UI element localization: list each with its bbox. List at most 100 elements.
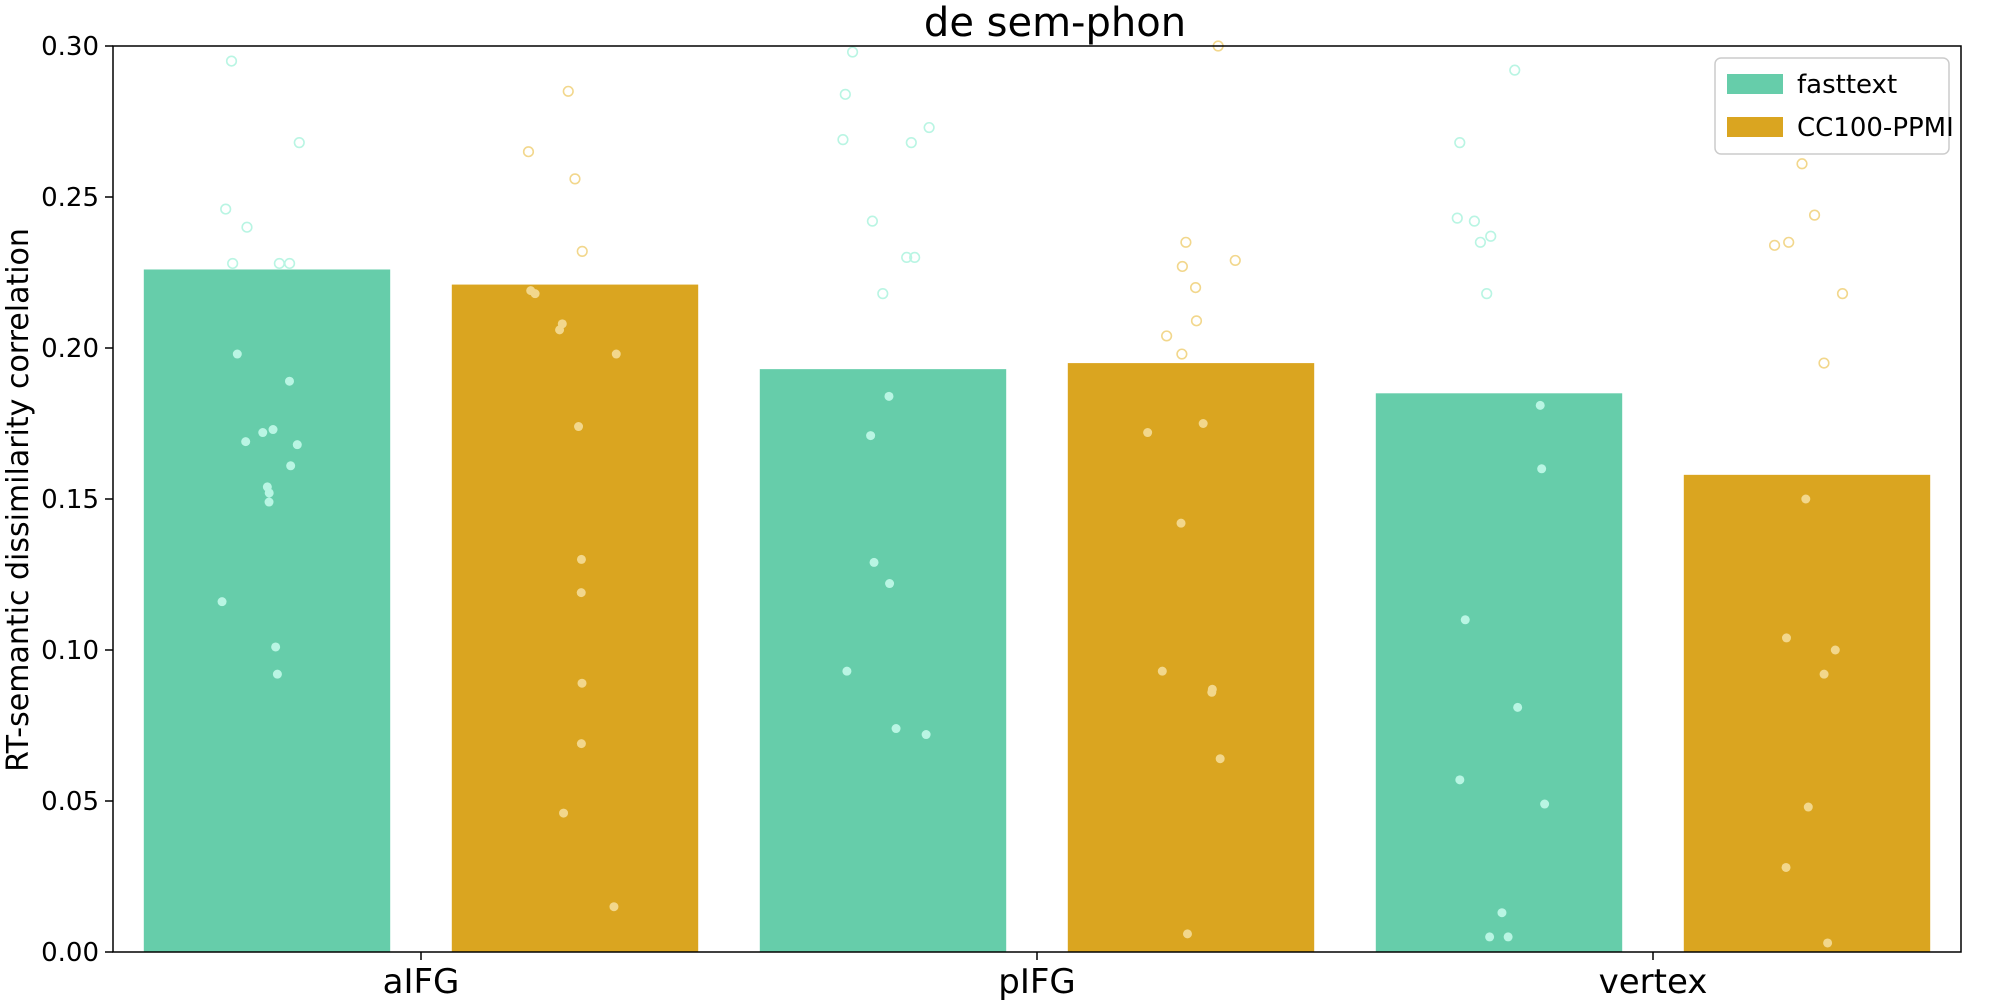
point-hollow-CC100-PPMI-pIFG: [1161, 330, 1173, 342]
point-hollow-fasttext-vertex: [1468, 215, 1480, 227]
point-hollow-fasttext-aIFG: [225, 55, 238, 67]
point-hollow-fasttext-vertex: [1454, 137, 1466, 149]
point-filled-CC100-PPMI-pIFG: [1198, 419, 1208, 428]
point-filled-fasttext-aIFG: [272, 669, 282, 679]
point-filled-CC100-PPMI-vertex: [1823, 938, 1833, 948]
point-filled-CC100-PPMI-aIFG: [611, 349, 621, 359]
x-tick-label: pIFG: [998, 962, 1076, 1000]
point-hollow-CC100-PPMI-pIFG: [1229, 254, 1241, 267]
y-tick-label: 0.10: [41, 636, 99, 666]
point-hollow-fasttext-vertex: [1451, 212, 1463, 224]
point-hollow-CC100-PPMI-vertex: [1796, 158, 1808, 170]
point-filled-CC100-PPMI-aIFG: [555, 325, 565, 335]
point-filled-CC100-PPMI-pIFG: [1157, 666, 1167, 676]
point-hollow-fasttext-aIFG: [293, 137, 305, 149]
bar-fasttext-pIFG: [759, 369, 1007, 952]
point-hollow-fasttext-aIFG: [273, 257, 285, 270]
y-tick-label: 0.25: [41, 183, 99, 213]
bar-CC100-PPMI-aIFG: [451, 284, 699, 953]
point-hollow-fasttext-pIFG: [846, 46, 859, 58]
point-filled-fasttext-vertex: [1497, 908, 1507, 918]
point-filled-CC100-PPMI-aIFG: [574, 422, 584, 432]
point-hollow-fasttext-aIFG: [220, 203, 232, 215]
chart-title: de sem-phon: [924, 0, 1186, 46]
point-filled-CC100-PPMI-aIFG: [530, 289, 540, 299]
legend-swatch-CC100-PPMI: [1727, 117, 1783, 137]
point-filled-fasttext-vertex: [1460, 615, 1470, 625]
point-hollow-fasttext-aIFG: [283, 257, 296, 270]
point-hollow-fasttext-vertex: [1485, 230, 1497, 242]
legend-swatch-fasttext: [1727, 74, 1783, 94]
point-hollow-fasttext-vertex: [1474, 236, 1486, 248]
point-filled-CC100-PPMI-vertex: [1819, 669, 1829, 679]
point-hollow-CC100-PPMI-vertex: [1808, 209, 1821, 221]
point-filled-fasttext-vertex: [1455, 775, 1465, 785]
point-filled-fasttext-vertex: [1537, 464, 1547, 474]
point-hollow-fasttext-vertex: [1509, 64, 1521, 76]
legend-label: fasttext: [1797, 70, 1897, 100]
point-filled-fasttext-vertex: [1535, 400, 1545, 410]
y-tick-label: 0.05: [41, 787, 99, 817]
bar-CC100-PPMI-pIFG: [1067, 363, 1315, 953]
point-filled-CC100-PPMI-pIFG: [1182, 929, 1192, 939]
point-filled-CC100-PPMI-pIFG: [1143, 428, 1153, 438]
bar-fasttext-vertex: [1375, 393, 1623, 952]
point-filled-fasttext-pIFG: [884, 391, 894, 401]
point-filled-CC100-PPMI-pIFG: [1176, 518, 1186, 528]
point-filled-CC100-PPMI-aIFG: [559, 808, 569, 818]
point-filled-fasttext-aIFG: [292, 440, 302, 450]
point-filled-CC100-PPMI-vertex: [1781, 862, 1791, 872]
point-filled-CC100-PPMI-vertex: [1803, 802, 1813, 812]
point-filled-CC100-PPMI-aIFG: [576, 554, 586, 564]
point-filled-fasttext-vertex: [1540, 799, 1550, 809]
plot-area: 0.00 0.05 0.10 0.15 0.20 0.25 0.30 aIFG pIFG vert…: [41, 32, 1962, 1002]
point-hollow-CC100-PPMI-vertex: [1836, 288, 1849, 300]
point-filled-CC100-PPMI-aIFG: [609, 902, 619, 912]
point-filled-CC100-PPMI-vertex: [1801, 494, 1811, 504]
point-filled-fasttext-aIFG: [268, 425, 278, 435]
point-hollow-CC100-PPMI-vertex: [1768, 239, 1781, 251]
point-filled-fasttext-pIFG: [891, 724, 901, 734]
legend: fasttext CC100-PPMI: [1714, 57, 1954, 155]
point-hollow-CC100-PPMI-aIFG: [576, 245, 588, 257]
point-hollow-CC100-PPMI-aIFG: [522, 146, 535, 158]
point-filled-fasttext-aIFG: [264, 488, 274, 498]
point-filled-CC100-PPMI-vertex: [1830, 645, 1840, 655]
point-filled-fasttext-aIFG: [284, 376, 294, 386]
point-filled-fasttext-pIFG: [842, 666, 852, 676]
x-tick-label: vertex: [1599, 962, 1708, 1000]
point-filled-CC100-PPMI-aIFG: [576, 739, 586, 749]
point-filled-fasttext-pIFG: [921, 730, 931, 740]
point-filled-fasttext-vertex: [1485, 932, 1495, 942]
y-tick-label: 0.20: [41, 334, 99, 364]
point-filled-fasttext-pIFG: [866, 431, 876, 441]
point-hollow-CC100-PPMI-pIFG: [1176, 260, 1188, 273]
point-hollow-fasttext-pIFG: [901, 251, 913, 263]
point-hollow-CC100-PPMI-aIFG: [569, 173, 581, 185]
point-filled-fasttext-aIFG: [241, 437, 251, 447]
point-hollow-CC100-PPMI-pIFG: [1189, 282, 1202, 294]
y-tick-label: 0.00: [41, 938, 99, 968]
point-filled-fasttext-aIFG: [217, 597, 227, 607]
point-filled-fasttext-aIFG: [232, 349, 242, 359]
point-hollow-CC100-PPMI-pIFG: [1190, 315, 1203, 327]
point-hollow-CC100-PPMI-pIFG: [1176, 348, 1188, 360]
point-hollow-fasttext-pIFG: [923, 121, 935, 134]
point-hollow-CC100-PPMI-vertex: [1818, 357, 1830, 369]
point-filled-CC100-PPMI-aIFG: [576, 588, 586, 598]
point-hollow-fasttext-aIFG: [227, 257, 239, 270]
point-filled-fasttext-aIFG: [271, 642, 281, 652]
point-filled-fasttext-vertex: [1513, 702, 1523, 712]
point-filled-fasttext-aIFG: [264, 497, 274, 507]
point-hollow-fasttext-pIFG: [877, 288, 889, 300]
legend-label: CC100-PPMI: [1797, 113, 1954, 143]
point-filled-CC100-PPMI-pIFG: [1207, 687, 1217, 697]
x-tick-label: aIFG: [383, 962, 460, 1000]
point-hollow-CC100-PPMI-pIFG: [1180, 236, 1192, 248]
point-hollow-fasttext-aIFG: [241, 221, 253, 233]
point-filled-fasttext-vertex: [1503, 932, 1513, 942]
point-hollow-CC100-PPMI-aIFG: [562, 85, 574, 97]
point-filled-CC100-PPMI-aIFG: [577, 678, 587, 688]
